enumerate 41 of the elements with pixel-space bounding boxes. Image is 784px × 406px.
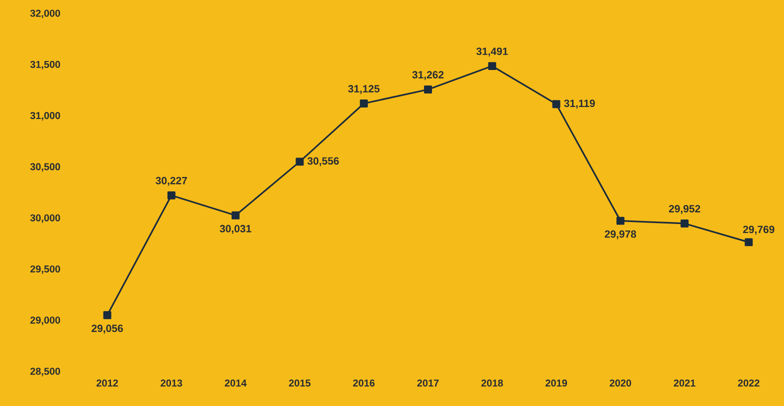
x-tick-label: 2014 — [224, 380, 247, 387]
x-tick-label: 2019 — [546, 380, 568, 387]
y-tick-label: 28,500 — [30, 368, 60, 376]
y-tick-label: 30,500 — [30, 163, 60, 172]
point — [296, 158, 304, 166]
point — [744, 238, 753, 246]
data-label: 31,125 — [348, 85, 380, 94]
point — [424, 85, 432, 94]
data-label: 30,031 — [220, 224, 252, 234]
y-tick-label: 31,000 — [30, 112, 60, 121]
point — [103, 311, 112, 320]
x-tick-label: 2013 — [160, 380, 182, 387]
x-tick-label: 2022 — [738, 380, 760, 387]
data-label: 31,119 — [564, 100, 595, 109]
y-tick-label: 32,000 — [30, 10, 60, 18]
x-tick-label: 2012 — [96, 380, 118, 387]
y-tick-label: 29,000 — [30, 316, 60, 326]
data-label: 29,769 — [743, 226, 774, 235]
x-tick-label: 2021 — [674, 380, 696, 387]
x-tick-label: 2017 — [417, 380, 439, 387]
y-tick-label: 29,500 — [30, 265, 60, 274]
data-label: 31,491 — [476, 48, 508, 57]
point — [360, 100, 368, 108]
data-label: 29,952 — [668, 205, 700, 214]
x-tick-label: 2018 — [481, 380, 503, 387]
data-label: 30,227 — [156, 176, 187, 186]
y-tick-label: 31,500 — [30, 60, 60, 70]
data-label: 29,056 — [92, 324, 123, 334]
data-label: 29,978 — [604, 230, 636, 240]
x-tick-label: 2016 — [353, 380, 375, 387]
data-label: 31,262 — [412, 71, 444, 80]
point — [167, 191, 176, 200]
point — [488, 62, 496, 70]
data-label: 30,556 — [307, 157, 339, 166]
x-tick-label: 2020 — [610, 380, 632, 387]
point — [232, 211, 240, 220]
x-tick-label: 2015 — [288, 380, 311, 387]
point — [680, 219, 689, 228]
point — [616, 216, 624, 225]
y-tick-label: 30,000 — [30, 214, 60, 223]
point — [552, 100, 560, 108]
